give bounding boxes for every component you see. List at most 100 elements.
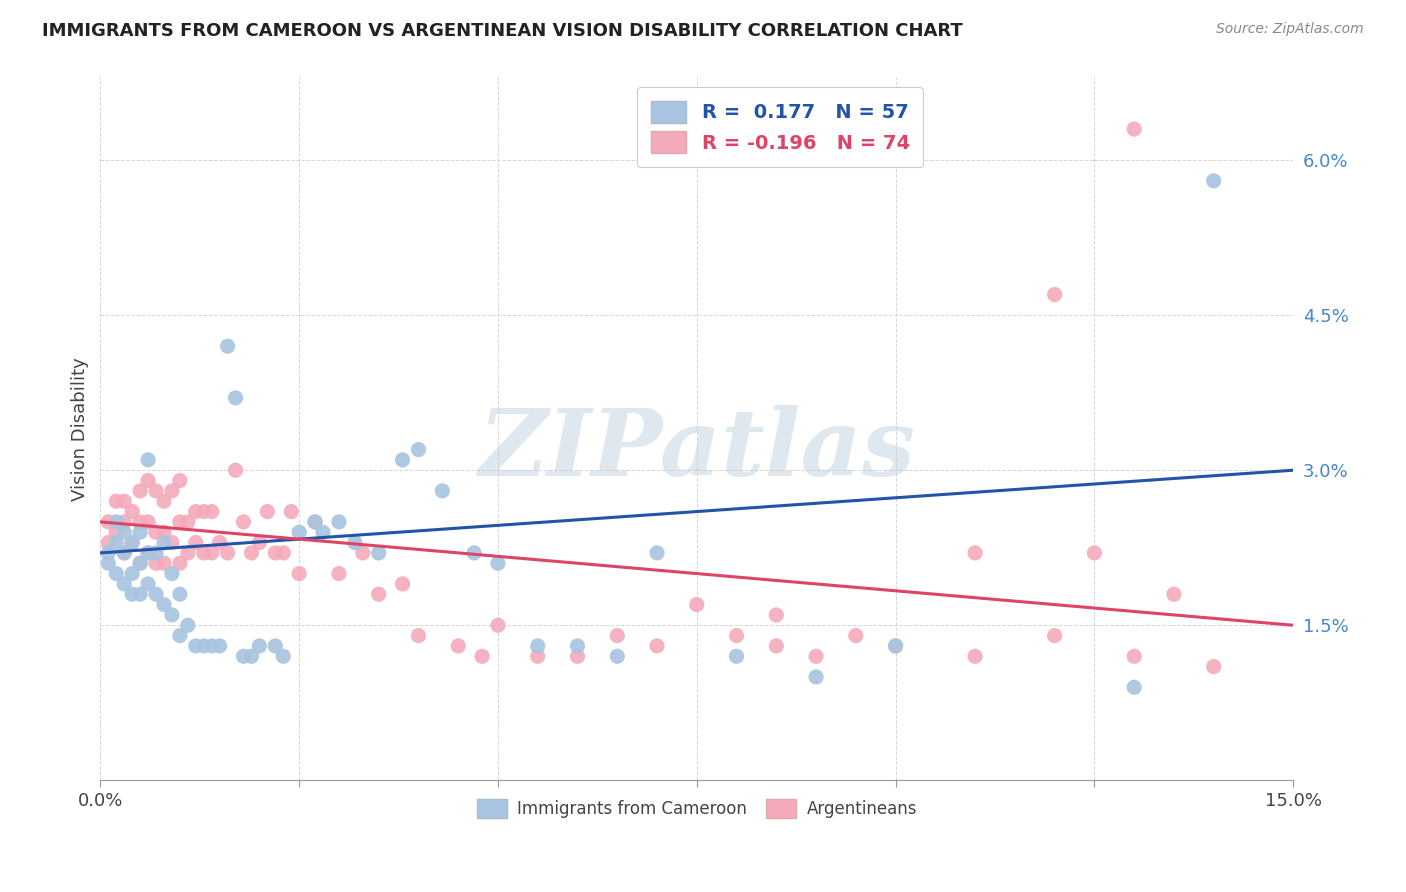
Point	[193, 504, 215, 518]
Point	[112, 525, 135, 540]
Point	[112, 546, 135, 560]
Point	[121, 535, 143, 549]
Point	[271, 546, 294, 560]
Point	[247, 639, 270, 653]
Point	[160, 566, 183, 581]
Point	[136, 546, 159, 560]
Point	[97, 515, 120, 529]
Point	[169, 587, 191, 601]
Point	[804, 670, 827, 684]
Point	[145, 556, 167, 570]
Point	[645, 639, 668, 653]
Point	[201, 546, 224, 560]
Point	[121, 566, 143, 581]
Point	[177, 515, 200, 529]
Point	[1123, 680, 1146, 694]
Point	[153, 494, 176, 508]
Point	[645, 546, 668, 560]
Point	[112, 494, 135, 508]
Point	[1202, 174, 1225, 188]
Point	[845, 629, 868, 643]
Point	[217, 339, 239, 353]
Point	[486, 556, 509, 570]
Point	[725, 649, 748, 664]
Point	[201, 639, 224, 653]
Point	[97, 546, 120, 560]
Point	[1163, 587, 1185, 601]
Point	[567, 649, 589, 664]
Point	[965, 649, 987, 664]
Point	[391, 453, 413, 467]
Point	[145, 587, 167, 601]
Point	[304, 515, 326, 529]
Point	[240, 546, 263, 560]
Point	[804, 649, 827, 664]
Point	[97, 535, 120, 549]
Point	[105, 515, 128, 529]
Point	[225, 463, 247, 477]
Point	[526, 649, 548, 664]
Point	[129, 556, 152, 570]
Point	[160, 607, 183, 622]
Point	[112, 546, 135, 560]
Point	[153, 525, 176, 540]
Legend: Immigrants from Cameroon, Argentineans: Immigrants from Cameroon, Argentineans	[470, 792, 924, 825]
Point	[1123, 649, 1146, 664]
Point	[217, 546, 239, 560]
Point	[606, 629, 628, 643]
Point	[153, 598, 176, 612]
Point	[432, 483, 454, 498]
Point	[136, 577, 159, 591]
Point	[280, 504, 302, 518]
Point	[136, 515, 159, 529]
Point	[153, 535, 176, 549]
Point	[271, 649, 294, 664]
Point	[240, 649, 263, 664]
Point	[97, 556, 120, 570]
Point	[136, 546, 159, 560]
Point	[112, 577, 135, 591]
Point	[264, 546, 287, 560]
Point	[765, 607, 787, 622]
Point	[391, 577, 413, 591]
Point	[169, 556, 191, 570]
Point	[184, 504, 207, 518]
Point	[1083, 546, 1105, 560]
Point	[471, 649, 494, 664]
Point	[256, 504, 278, 518]
Point	[160, 483, 183, 498]
Point	[105, 535, 128, 549]
Point	[129, 515, 152, 529]
Point	[177, 618, 200, 632]
Point	[208, 639, 231, 653]
Point	[486, 618, 509, 632]
Point	[408, 442, 430, 457]
Point	[367, 587, 389, 601]
Point	[112, 515, 135, 529]
Point	[121, 504, 143, 518]
Point	[184, 535, 207, 549]
Point	[686, 598, 709, 612]
Point	[136, 474, 159, 488]
Point	[145, 546, 167, 560]
Point	[121, 535, 143, 549]
Point	[129, 587, 152, 601]
Point	[526, 639, 548, 653]
Point	[408, 629, 430, 643]
Point	[160, 535, 183, 549]
Point	[145, 483, 167, 498]
Point	[225, 391, 247, 405]
Point	[965, 546, 987, 560]
Point	[169, 515, 191, 529]
Point	[304, 515, 326, 529]
Point	[884, 639, 907, 653]
Point	[328, 566, 350, 581]
Point	[1123, 122, 1146, 136]
Point	[884, 639, 907, 653]
Point	[121, 587, 143, 601]
Text: ZIPatlas: ZIPatlas	[478, 405, 915, 495]
Point	[765, 639, 787, 653]
Point	[447, 639, 470, 653]
Point	[232, 515, 254, 529]
Point	[1202, 659, 1225, 673]
